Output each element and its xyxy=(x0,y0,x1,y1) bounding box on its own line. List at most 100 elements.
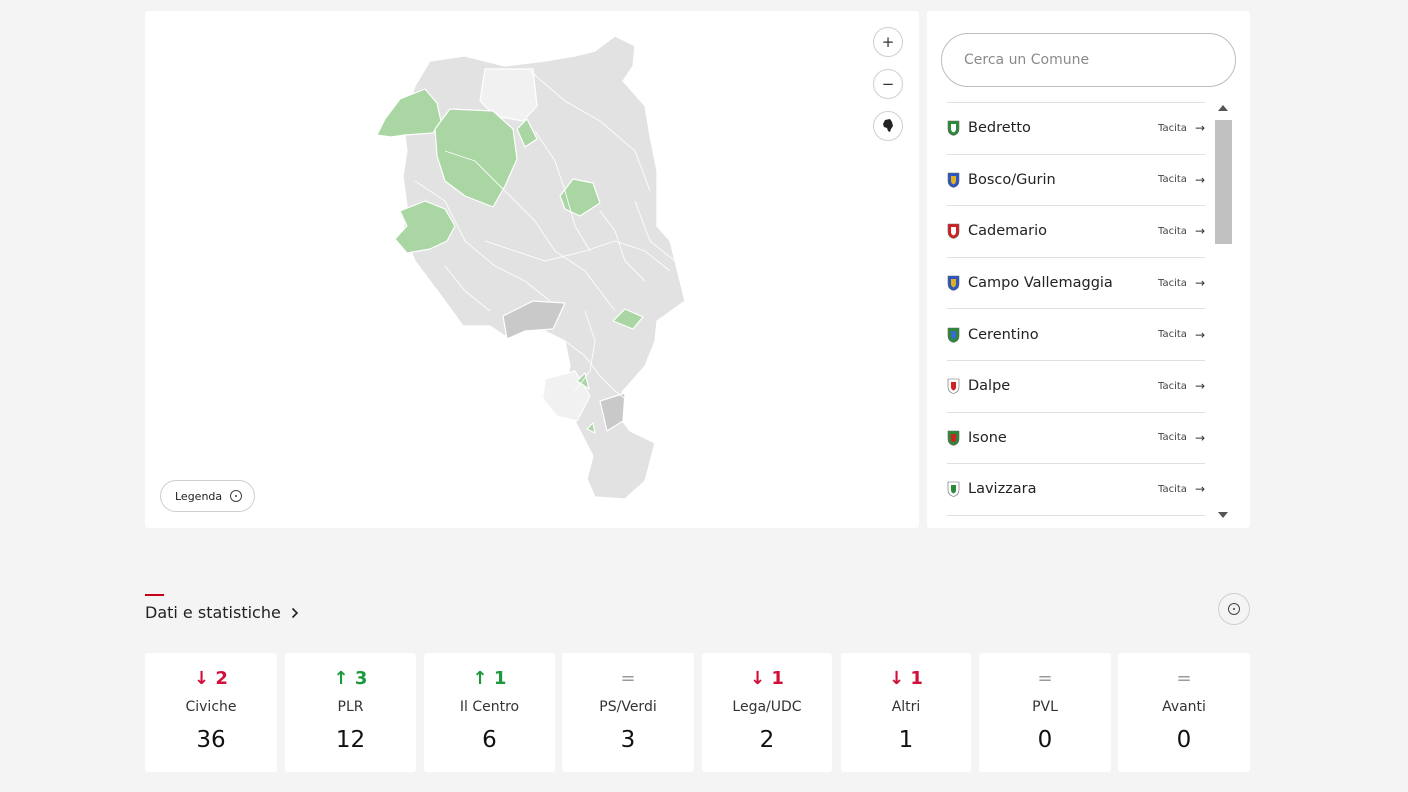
list-item-partial xyxy=(947,99,1205,103)
comune-list-item[interactable]: Campo Vallemaggia Tacita → xyxy=(947,258,1205,310)
seat-change: = xyxy=(1118,668,1250,689)
party-name: PS/Verdi xyxy=(599,699,657,715)
map-region xyxy=(479,68,538,122)
seat-change-value: 1 xyxy=(910,668,923,689)
comune-list-item[interactable]: Cerentino Tacita → xyxy=(947,309,1205,361)
coat-of-arms-icon xyxy=(947,327,960,343)
comune-list-item[interactable]: Isone Tacita → xyxy=(947,413,1205,465)
comune-status: Tacita xyxy=(1158,122,1187,134)
coat-of-arms-icon xyxy=(947,275,960,291)
party-name: Avanti xyxy=(1162,699,1206,715)
coat-of-arms-icon xyxy=(947,482,960,498)
arrow-right-icon: → xyxy=(1194,224,1205,239)
comune-list-item[interactable]: Cademario Tacita → xyxy=(947,206,1205,258)
arrow-right-icon: → xyxy=(1194,172,1205,187)
legend-button[interactable]: Legenda xyxy=(160,480,256,512)
comune-name: Bosco/Gurin xyxy=(968,171,1056,188)
seat-count: 0 xyxy=(1037,727,1053,753)
stats-info-button[interactable] xyxy=(1218,593,1250,625)
legend-label: Legenda xyxy=(175,489,223,503)
map-region xyxy=(376,88,442,138)
equal-icon: = xyxy=(1176,668,1192,689)
comune-status: Tacita xyxy=(1158,329,1187,341)
plus-icon: + xyxy=(881,33,895,51)
scroll-up-arrow-icon[interactable] xyxy=(1218,105,1228,111)
map-region xyxy=(402,35,686,500)
coat-of-arms-icon xyxy=(947,430,960,446)
party-card: ↓ 1 Lega/UDC 2 xyxy=(702,653,832,772)
seat-change: ↑ 3 xyxy=(285,668,416,689)
arrow-right-icon: → xyxy=(1194,430,1205,445)
arrow-right-icon: → xyxy=(1194,276,1205,291)
map-panel: + − Legenda xyxy=(145,11,919,528)
comune-list-item[interactable]: Lavizzara Tacita → xyxy=(947,464,1205,516)
comune-status: Tacita xyxy=(1158,380,1187,392)
map-region xyxy=(394,200,456,254)
comune-status: Tacita xyxy=(1158,277,1187,289)
arrow-right-icon: → xyxy=(1194,482,1205,497)
party-card: ↓ 2 Civiche 36 xyxy=(145,653,277,772)
coat-of-arms-icon xyxy=(947,172,960,188)
section-title-link[interactable]: Dati e statistiche xyxy=(145,603,299,622)
minus-icon: − xyxy=(881,75,895,93)
equal-icon: = xyxy=(620,668,636,689)
map-region xyxy=(559,178,601,217)
comune-list-item[interactable]: Bosco/Gurin Tacita → xyxy=(947,155,1205,207)
arrow-down-icon: ↓ xyxy=(889,668,905,689)
party-card: ↑ 3 PLR 12 xyxy=(285,653,416,772)
party-card: ↑ 1 Il Centro 6 xyxy=(424,653,555,772)
comune-status: Tacita xyxy=(1158,432,1187,444)
zoom-in-button[interactable]: + xyxy=(873,27,903,57)
arrow-right-icon: → xyxy=(1194,379,1205,394)
seat-change: ↓ 1 xyxy=(702,668,832,689)
arrow-up-icon: ↑ xyxy=(472,668,488,689)
comune-name: Cerentino xyxy=(968,326,1039,343)
seat-count: 0 xyxy=(1176,727,1192,753)
seat-change-value: 2 xyxy=(215,668,228,689)
comune-name: Campo Vallemaggia xyxy=(968,275,1113,292)
coat-of-arms-icon xyxy=(947,224,960,240)
comune-status: Tacita xyxy=(1158,483,1187,495)
party-name: Lega/UDC xyxy=(732,699,802,715)
seat-change: ↑ 1 xyxy=(424,668,555,689)
comuni-list-panel: BedrettoTacita→Bosco/GurinTacita→Cademar… xyxy=(927,11,1250,528)
seat-change-value: 1 xyxy=(771,668,784,689)
seat-change-value: 3 xyxy=(354,668,368,689)
party-name: Altri xyxy=(891,699,921,715)
arrow-up-icon: ↑ xyxy=(333,668,349,689)
seat-count: 2 xyxy=(759,727,775,753)
scrollbar[interactable] xyxy=(1214,99,1232,528)
map-region xyxy=(612,308,644,330)
search-input[interactable] xyxy=(941,33,1236,87)
seat-change: = xyxy=(979,668,1111,689)
comune-list-item[interactable]: Bedretto Tacita → xyxy=(947,103,1205,155)
comune-name: Cademario xyxy=(968,223,1048,240)
reset-map-button[interactable] xyxy=(873,111,903,141)
arrow-down-icon: ↓ xyxy=(750,668,766,689)
coat-of-arms-icon xyxy=(947,120,960,137)
comuni-list: Bedretto Tacita → Bosco/Gurin Tacita → Cademar… xyxy=(947,99,1205,528)
ticino-map[interactable] xyxy=(145,11,919,528)
seat-change: ↓ 1 xyxy=(841,668,971,689)
map-region xyxy=(542,370,591,422)
seat-change: = xyxy=(562,668,694,689)
party-name: PLR xyxy=(337,699,364,715)
party-card: = Avanti 0 xyxy=(1118,653,1250,772)
arrow-right-icon: → xyxy=(1194,121,1205,136)
canton-shape-icon xyxy=(883,119,893,132)
zoom-out-button[interactable]: − xyxy=(873,69,903,99)
comune-name: Lavizzara xyxy=(968,481,1037,498)
seat-change-value: 1 xyxy=(493,668,507,689)
seat-count: 3 xyxy=(620,727,636,753)
scrollbar-thumb[interactable] xyxy=(1215,120,1232,244)
chevron-right-icon xyxy=(291,607,298,618)
map-region xyxy=(599,392,626,432)
map-region xyxy=(502,300,566,340)
section-accent-bar xyxy=(145,594,164,596)
scroll-down-arrow-icon[interactable] xyxy=(1218,512,1228,518)
party-card: = PS/Verdi 3 xyxy=(562,653,694,772)
comune-status: Tacita xyxy=(1158,225,1187,237)
comune-list-item[interactable]: Dalpe Tacita → xyxy=(947,361,1205,413)
party-name: Il Centro xyxy=(459,699,520,715)
party-name: Civiche xyxy=(185,699,237,715)
